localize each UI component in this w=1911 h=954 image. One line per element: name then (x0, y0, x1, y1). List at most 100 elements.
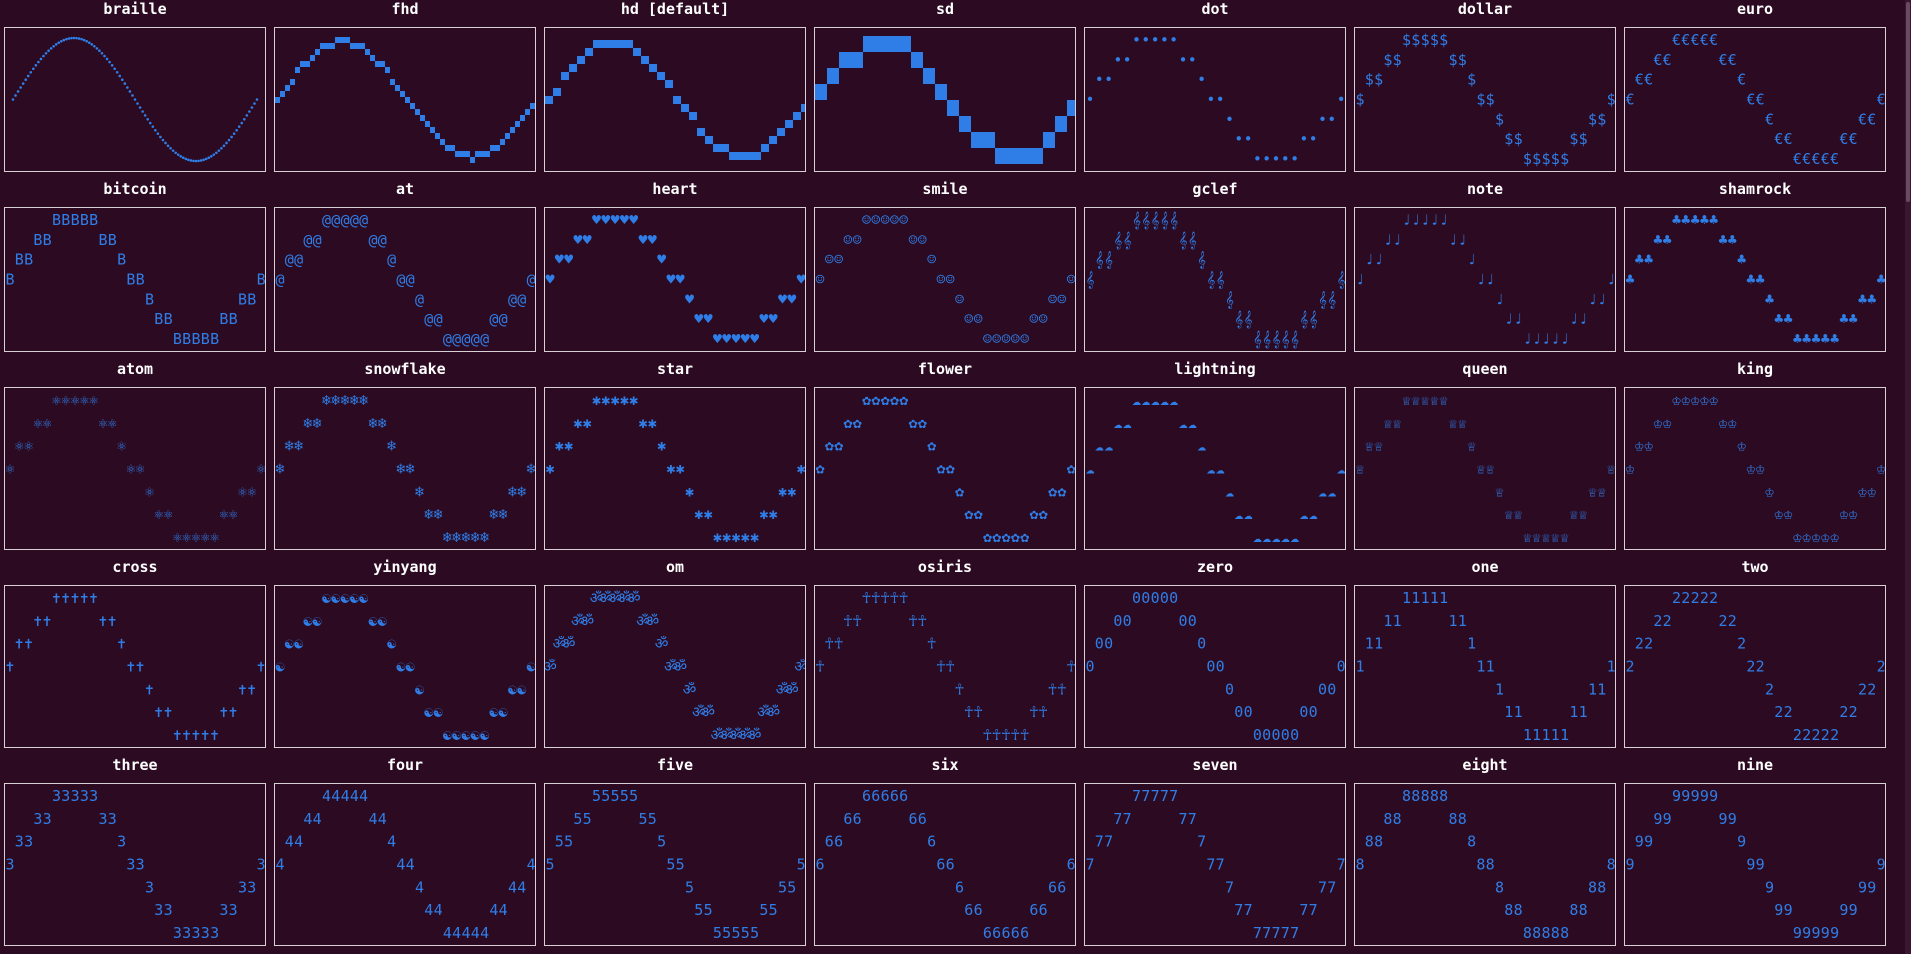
atom-marker: ⚛ (154, 505, 163, 523)
yinyang-marker: ☯ (275, 658, 284, 676)
smile-marker: ☺ (927, 251, 936, 269)
sd-marker (983, 132, 995, 148)
euro-marker: € (1756, 91, 1765, 109)
note-marker: ♩ (1383, 231, 1392, 249)
lightning-marker: ☁ (1290, 528, 1299, 546)
eight-marker: 8 (1551, 924, 1560, 942)
panel-title: atom (116, 360, 154, 378)
seven-marker: 7 (1225, 878, 1234, 896)
shamrock-marker: ♣ (1793, 330, 1802, 348)
panel-at: at @ @ @ @ @ @ @ @ @ @ @ @ @ @ @ @ @ @ @ @ @ @ @ @ @ @ @ @ (274, 180, 536, 352)
euro-marker: € (1784, 130, 1793, 148)
hd-marker (601, 40, 609, 48)
seven-marker: 7 (1206, 856, 1215, 874)
nine-marker: 9 (1663, 810, 1672, 828)
heart-marker: ♥ (797, 271, 805, 289)
eight-marker: 8 (1411, 787, 1420, 805)
sine-wave-plot: ✿✿ ✿✿ ✿✿ ✿ ✿ ✿ ✿✿ ✿✿✿ ✿✿✿ ✿✿ ✿ ✿ ✿ ✿✿ ✿✿ ✿✿ (815, 391, 1075, 546)
cross-marker: ✝ (219, 703, 228, 721)
snowflake-marker: ❄ (508, 482, 517, 500)
vertical-scrollbar[interactable] (1905, 0, 1911, 954)
braille-dot-mark (115, 70, 119, 74)
flower-marker: ✿ (983, 528, 992, 546)
lightning-marker: ☁ (1253, 528, 1262, 546)
osiris-marker: ☥ (964, 703, 973, 721)
six-marker: 6 (983, 924, 992, 942)
lightning-marker: ☁ (1225, 482, 1234, 500)
braille-dot-mark (179, 155, 183, 158)
osiris-marker: ☥ (1001, 726, 1010, 744)
seven-marker: 7 (1151, 787, 1160, 805)
fhd-marker (430, 127, 435, 133)
fhd-marker (395, 85, 400, 91)
queen-marker: ♕ (1504, 505, 1513, 523)
braille-dot-mark (120, 78, 124, 82)
osiris-marker: ☥ (862, 589, 871, 607)
queen-marker: ♕ (1607, 460, 1615, 478)
scrollbar-thumb[interactable] (1906, 2, 1910, 202)
smile-marker: ☺ (946, 271, 955, 289)
three-marker: 3 (117, 833, 126, 851)
zero-marker: 0 (1160, 589, 1169, 607)
gclef-marker: 𝄞 (1197, 251, 1206, 269)
atom-marker: ⚛ (108, 414, 117, 432)
bitcoin-marker: B (5, 271, 14, 289)
zero-marker: 0 (1262, 726, 1271, 744)
gclef-marker: 𝄞 (1086, 271, 1095, 289)
heart-marker: ♥ (629, 211, 638, 229)
four-marker: 4 (303, 810, 312, 828)
osiris-marker: ☥ (992, 726, 1001, 744)
cross-marker: ✝ (191, 726, 200, 744)
bitcoin-marker: B (154, 310, 163, 328)
lightning-marker: ☁ (1169, 391, 1178, 409)
four-marker: 4 (517, 878, 526, 896)
yinyang-marker: ☯ (527, 658, 535, 676)
sd-marker (827, 68, 839, 84)
yinyang-marker: ☯ (368, 612, 377, 630)
zero-marker: 0 (1290, 726, 1299, 744)
queen-marker: ♕ (1560, 528, 1569, 546)
panel-osiris: osiris ☥ ☥ ☥ ☥ ☥ ☥ ☥ ☥ ☥ ☥ ☥ ☥ ☥ ☥ ☥ ☥ ☥ ☥ ☥ ☥ ☥ ☥ ☥ ☥ ☥ ☥ ☥ ☥ (814, 558, 1076, 748)
four-marker: 4 (443, 924, 452, 942)
plot-frame: ♔ ♔ ♔ ♔ ♔ ♔ ♔ ♔ ♔ ♔ ♔ ♔ ♔ ♔ ♔ ♔ ♔ ♔ ♔ ♔ ♔ ♔ ♔ ♔ ♔ ♔ ♔ ♔ (1624, 387, 1886, 550)
king-marker: ♔ (1858, 482, 1867, 500)
note-marker: ♩ (1551, 330, 1560, 348)
three-marker: 3 (5, 856, 14, 874)
nine-marker: 9 (1802, 924, 1811, 942)
flower-marker: ✿ (1067, 460, 1075, 478)
star-marker: ✱ (731, 528, 740, 546)
hd-marker (681, 104, 689, 112)
braille-dot-mark (250, 106, 254, 109)
seven-marker: 7 (1253, 924, 1262, 942)
panel-smile: smile ☺ ☺ ☺ ☺ ☺ ☺ ☺ ☺ ☺ ☺ ☺ ☺ ☺ ☺ ☺ ☺ ☺ ☺ ☺ ☺ ☺ ☺ ☺ ☺ ☺ ☺ ☺ ☺ (814, 180, 1076, 352)
fhd-marker (455, 151, 460, 157)
nine-marker: 9 (1709, 787, 1718, 805)
flower-marker: ✿ (1057, 482, 1066, 500)
note-marker: ♩ (1597, 290, 1606, 308)
king-marker: ♔ (1653, 414, 1662, 432)
star-marker: ✱ (666, 460, 675, 478)
atom-marker: ⚛ (61, 391, 70, 409)
braille-dot-mark (176, 153, 180, 156)
panel-gclef: gclef 𝄞 𝄞 𝄞 𝄞 𝄞 𝄞 𝄞 𝄞 𝄞 𝄞 𝄞 𝄞 𝄞 𝄞 𝄞 𝄞 𝄞 𝄞 𝄞 𝄞 𝄞 𝄞 𝄞 𝄞 𝄞 𝄞 𝄞 𝄞 (1084, 180, 1346, 352)
star-marker: ✱ (601, 391, 610, 409)
euro-marker: € (1644, 71, 1653, 89)
fhd-marker (310, 55, 315, 61)
one-marker: 1 (1411, 589, 1420, 607)
nine-marker: 9 (1635, 833, 1644, 851)
osiris-marker: ☥ (946, 658, 955, 676)
braille-dot-mark (113, 67, 116, 71)
atom-marker: ⚛ (164, 505, 173, 523)
heart-marker: ♥ (564, 251, 573, 269)
plot-frame (274, 27, 536, 172)
one-marker: 1 (1421, 589, 1430, 607)
osiris-marker: ☥ (1067, 658, 1075, 676)
fhd-marker (325, 43, 330, 49)
snowflake-marker: ❄ (294, 437, 303, 455)
at-marker: @ (489, 310, 498, 328)
six-marker: 6 (918, 810, 927, 828)
seven-marker: 7 (1188, 810, 1197, 828)
braille-dot-mark (143, 114, 147, 117)
panel-title: fhd (391, 0, 419, 18)
